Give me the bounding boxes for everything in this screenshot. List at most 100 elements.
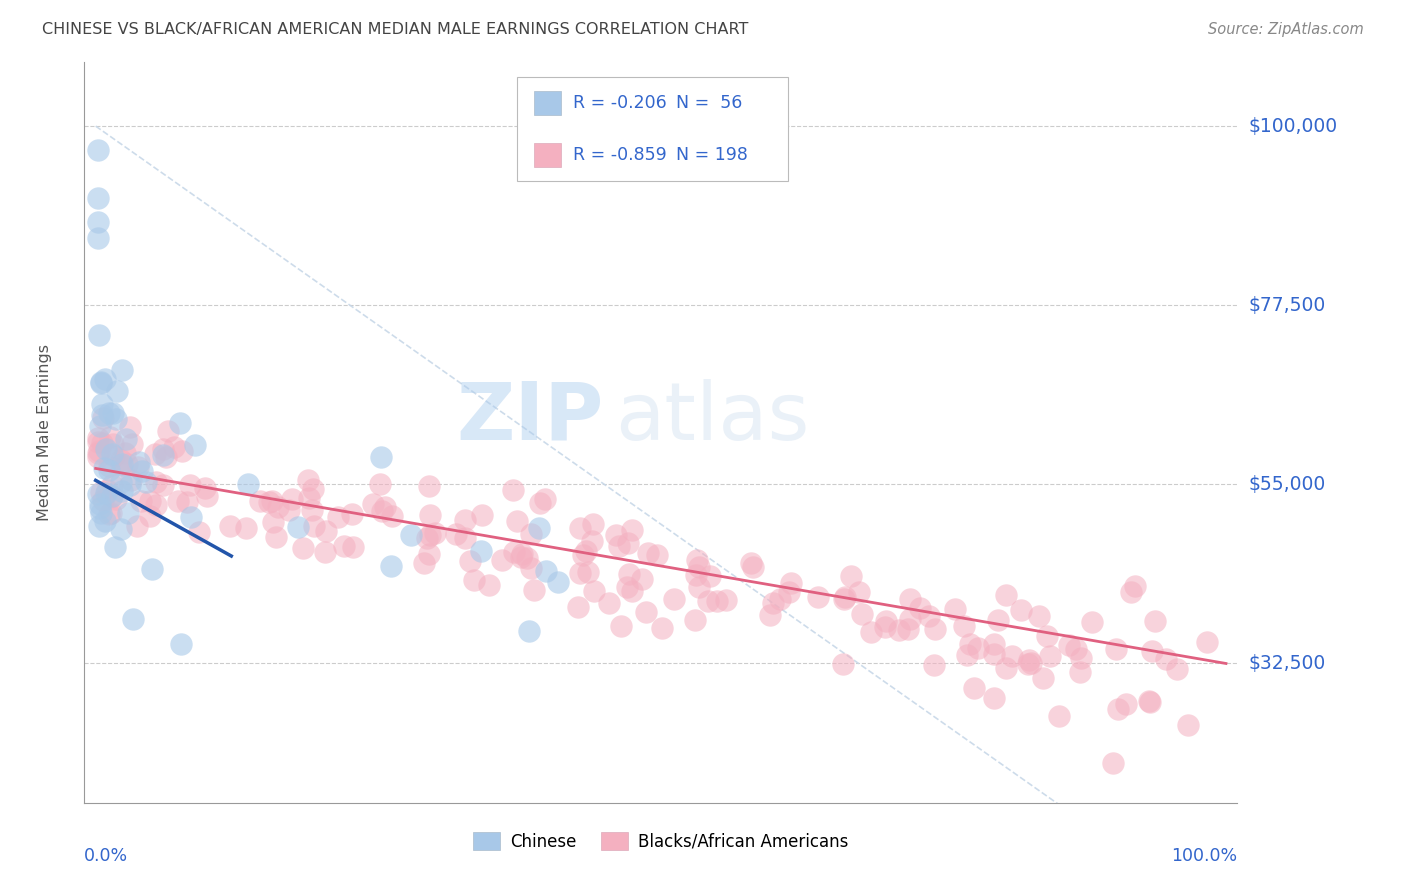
Point [87, 214, 110, 228]
Point [1036, 629, 1059, 643]
Point [117, 506, 139, 520]
Point [458, 553, 481, 567]
Point [101, 406, 124, 420]
Point [301, 503, 323, 517]
Point [1081, 615, 1104, 630]
Point [1102, 756, 1125, 770]
Point [122, 612, 145, 626]
Point [740, 556, 762, 570]
Point [87, 432, 110, 446]
Point [742, 560, 765, 574]
Point [127, 460, 149, 475]
Point [94, 514, 117, 528]
Point [257, 494, 280, 508]
Point [235, 521, 257, 535]
Point [145, 498, 167, 512]
Point [87, 445, 110, 459]
Point [1049, 709, 1071, 723]
Point [582, 517, 605, 532]
Point [90, 485, 112, 500]
Point [297, 473, 319, 487]
Point [152, 478, 174, 492]
Point [1010, 602, 1032, 616]
Point [567, 600, 589, 615]
Point [90, 506, 112, 520]
Point [302, 482, 325, 496]
Point [952, 619, 974, 633]
Point [87, 191, 110, 205]
Point [416, 531, 439, 545]
Point [547, 575, 569, 590]
Point [101, 478, 124, 492]
Point [572, 548, 595, 562]
Point [637, 546, 659, 560]
Point [1070, 651, 1092, 665]
Point [167, 494, 190, 508]
Point [1107, 701, 1129, 715]
Text: 100.0%: 100.0% [1171, 847, 1237, 865]
Point [87, 143, 110, 157]
Point [328, 510, 350, 524]
Point [98, 430, 121, 444]
Point [918, 609, 941, 624]
Point [605, 528, 627, 542]
Point [91, 409, 114, 423]
Point [141, 562, 163, 576]
Point [100, 489, 122, 503]
Point [780, 575, 803, 590]
Point [453, 512, 475, 526]
Point [1144, 615, 1167, 629]
Point [100, 491, 122, 505]
Point [94, 486, 117, 500]
Point [688, 580, 710, 594]
Point [292, 541, 315, 555]
Point [111, 363, 134, 377]
Text: $32,500: $32,500 [1249, 654, 1326, 673]
Point [87, 435, 110, 450]
Point [616, 536, 638, 550]
Text: $100,000: $100,000 [1249, 117, 1337, 136]
Point [1028, 609, 1050, 624]
Point [249, 494, 271, 508]
Point [87, 450, 110, 465]
Text: CHINESE VS BLACK/AFRICAN AMERICAN MEDIAN MALE EARNINGS CORRELATION CHART: CHINESE VS BLACK/AFRICAN AMERICAN MEDIAN… [42, 22, 748, 37]
Point [1000, 648, 1022, 663]
Point [90, 435, 112, 450]
Point [110, 522, 132, 536]
Point [607, 540, 630, 554]
Point [506, 515, 529, 529]
Point [610, 618, 633, 632]
Point [187, 525, 209, 540]
Point [110, 458, 132, 472]
Point [170, 637, 193, 651]
Point [1139, 695, 1161, 709]
Point [98, 458, 121, 473]
Point [807, 591, 830, 605]
Point [683, 613, 706, 627]
Point [368, 476, 391, 491]
Point [93, 492, 115, 507]
Point [89, 500, 111, 515]
Point [889, 623, 911, 637]
Point [959, 637, 981, 651]
Point [419, 528, 441, 542]
Point [873, 620, 896, 634]
Point [170, 444, 193, 458]
FancyBboxPatch shape [534, 143, 561, 167]
Point [260, 494, 283, 508]
Point [314, 545, 336, 559]
Text: 0.0%: 0.0% [84, 847, 128, 865]
Point [898, 612, 921, 626]
Point [463, 574, 485, 588]
Point [769, 592, 792, 607]
Point [361, 497, 384, 511]
Point [520, 526, 543, 541]
Text: Median Male Earnings: Median Male Earnings [37, 344, 52, 521]
Point [179, 477, 201, 491]
Point [342, 540, 364, 554]
Point [302, 518, 325, 533]
Point [510, 547, 533, 561]
Point [510, 549, 533, 564]
Point [574, 544, 596, 558]
Point [103, 449, 125, 463]
